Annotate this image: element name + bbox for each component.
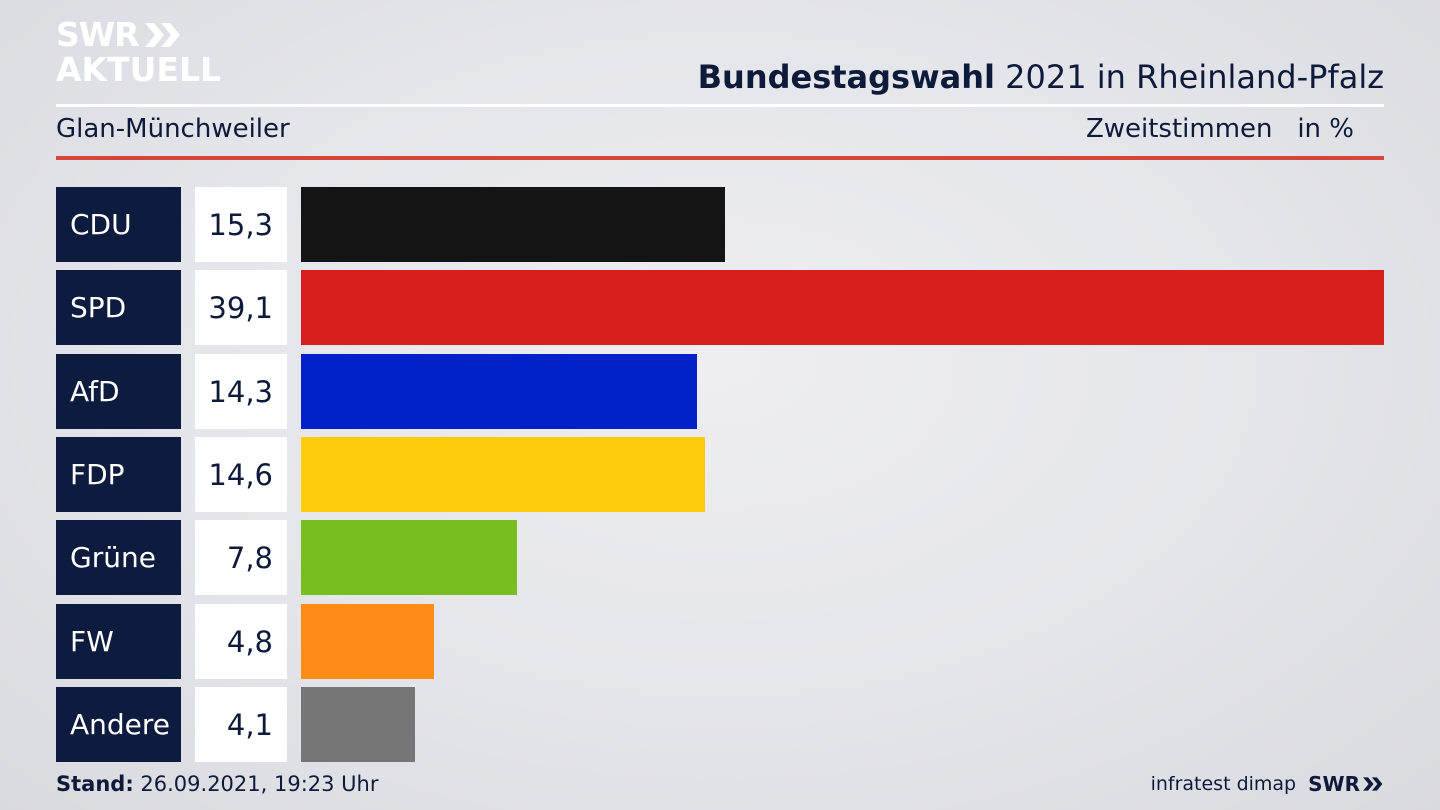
swr-footer-logo: SWR	[1308, 772, 1384, 796]
measure-label: Zweitstimmen in %	[1085, 114, 1354, 144]
party-label: Andere	[56, 687, 181, 762]
swr-footer-text: SWR	[1308, 772, 1360, 796]
title-bold: Bundestagswahl	[697, 58, 995, 96]
page-title: Bundestagswahl 2021 in Rheinland-Pfalz	[698, 58, 1384, 96]
swr-aktuell-logo: SWR AKTUELL	[56, 18, 221, 86]
value-label: 39,1	[195, 270, 287, 345]
bar	[301, 604, 434, 679]
value-label: 15,3	[195, 187, 287, 262]
bar-row: AfD 14,3	[56, 354, 1384, 429]
source-text: infratest dimap	[1150, 773, 1297, 795]
source-credit: infratest dimap SWR	[1151, 772, 1384, 796]
bar	[301, 520, 517, 595]
party-label: AfD	[56, 354, 181, 429]
logo-swr-text: SWR	[56, 15, 140, 54]
region-subtitle: Glan-Münchweiler	[56, 114, 290, 144]
value-label: 4,8	[195, 604, 287, 679]
accent-divider	[56, 156, 1384, 160]
bar	[301, 687, 415, 762]
header-divider	[56, 104, 1384, 107]
value-label: 14,6	[195, 437, 287, 512]
timestamp: Stand: 26.09.2021, 19:23 Uhr	[56, 772, 379, 796]
bar-row: SPD 39,1	[56, 270, 1384, 345]
bar-row: Grüne 7,8	[56, 520, 1384, 595]
bar	[301, 437, 705, 512]
bar-row: Andere 4,1	[56, 687, 1384, 762]
bar-row: CDU 15,3	[56, 187, 1384, 262]
value-label: 14,3	[195, 354, 287, 429]
party-label: FDP	[56, 437, 181, 512]
stand-value: 26.09.2021, 19:23 Uhr	[133, 772, 379, 796]
stand-label: Stand:	[56, 772, 134, 796]
party-label: SPD	[56, 270, 181, 345]
chevron-double-icon	[144, 22, 180, 47]
logo-aktuell-text: AKTUELL	[56, 50, 222, 89]
bar	[301, 270, 1384, 345]
bar	[301, 354, 697, 429]
chevron-double-icon	[1363, 777, 1383, 791]
party-label: Grüne	[56, 520, 181, 595]
bar-row: FW 4,8	[56, 604, 1384, 679]
value-label: 4,1	[195, 687, 287, 762]
bar	[301, 187, 725, 262]
value-label: 7,8	[195, 520, 287, 595]
party-label: FW	[56, 604, 181, 679]
party-label: CDU	[56, 187, 181, 262]
title-rest: 2021 in Rheinland-Pfalz	[995, 58, 1384, 96]
bar-row: FDP 14,6	[56, 437, 1384, 512]
